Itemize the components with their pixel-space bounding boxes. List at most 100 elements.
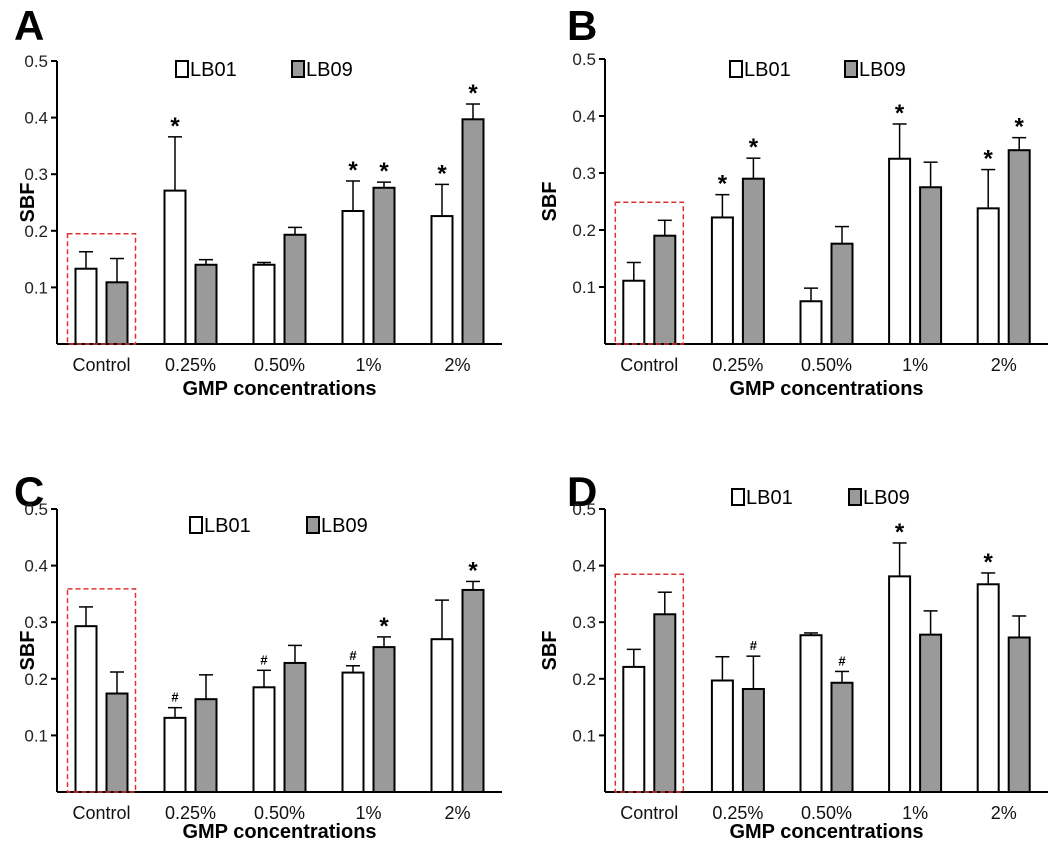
bar-lb01 [341,671,365,793]
x-category-label: 0.25% [165,803,216,823]
y-tick-label: 0.1 [572,278,596,297]
y-tick-label: 0.3 [572,164,596,183]
y-tick-label: 0.2 [24,222,48,241]
significance-hash: # [171,690,179,705]
panel-d: D 0.1 0.2 0.3 0.4 0.5 SBF GMP concentrations Con… [539,468,1048,843]
y-axis-title: SBF [539,182,561,222]
panel-letter: C [14,468,44,515]
legend-swatch-lb09 [848,488,862,506]
x-category-label: 0.50% [254,355,305,375]
significance-star: * [170,113,180,140]
significance-star: * [895,100,905,127]
bar-lb01 [163,189,187,345]
bar-lb01 [799,634,823,794]
x-category-label: 2% [444,355,470,375]
bar-lb09 [194,698,218,794]
significance-star: * [895,519,905,546]
y-tick-label: 0.3 [24,613,48,632]
y-tick-label: 0.2 [572,221,596,240]
bar-lb01 [74,267,98,345]
x-axis-title: GMP concentrations [182,378,376,400]
y-tick-label: 0.2 [24,670,48,689]
legend-swatch-lb01 [729,60,743,78]
bar-lb09 [653,234,677,345]
y-tick-label: 0.1 [24,278,48,297]
y-tick-label: 0.4 [572,557,596,576]
legend-swatch-lb01 [731,488,745,506]
legend-swatch-lb01 [189,516,203,534]
y-tick-label: 0.4 [24,557,48,576]
bar-lb09 [194,263,218,346]
significance-star: * [379,613,389,640]
x-category-label: 2% [991,355,1017,375]
x-category-label: Control [72,803,130,823]
bar-lb01 [622,279,646,346]
bar-lb01 [976,583,1000,794]
significance-hash: # [838,653,846,668]
legend-label-lb01: LB01 [744,59,791,81]
y-tick-label: 0.5 [24,500,48,519]
y-tick-label: 0.4 [24,109,48,128]
x-category-label: 1% [902,355,928,375]
significance-star: * [749,134,759,161]
control-highlight-box [614,201,685,345]
bar-lb01 [710,679,734,793]
bar-lb09 [105,281,129,345]
bar-lb09 [830,681,854,794]
legend-label-lb01: LB01 [190,59,237,81]
bar-lb09 [461,588,485,793]
legend-swatch-lb09 [844,60,858,78]
panel-letter: D [567,468,597,515]
legend-label-lb01: LB01 [204,515,251,537]
x-category-label: Control [620,355,678,375]
bar-lb09 [1007,149,1031,345]
bar-lb09 [372,186,396,345]
significance-star: * [379,158,389,185]
bar-lb01 [710,216,734,346]
bar-lb01 [888,575,912,793]
y-axis-title: SBF [539,631,561,671]
y-tick-label: 0.3 [572,613,596,632]
x-category-label: 0.25% [165,355,216,375]
control-highlight-box [66,588,137,793]
y-tick-label: 0.1 [24,726,48,745]
legend-swatch-lb01 [175,60,189,78]
significance-star: * [984,549,994,576]
y-tick-label: 0.3 [24,165,48,184]
bar-lb09 [741,177,765,345]
legend-label-lb09: LB09 [863,487,910,509]
panel-letter: B [567,2,597,49]
bar-lb09 [741,687,765,793]
significance-star: * [437,160,447,187]
bar-lb09 [372,646,396,793]
bar-lb09 [461,118,485,345]
y-axis-title: SBF [17,183,39,223]
x-category-label: 1% [355,803,381,823]
bar-lb09 [830,242,854,345]
y-tick-label: 0.5 [572,500,596,519]
panel-b: B 0.1 0.2 0.3 0.4 0.5 SBF GMP concentrations Con… [539,2,1048,400]
y-tick-label: 0.5 [572,50,596,69]
y-tick-label: 0.4 [572,107,596,126]
panel-a: A 0.1 0.2 0.3 0.4 0.5 SBF GMP concentrations Con… [14,2,502,400]
bar-lb09 [653,613,677,793]
bar-lb09 [283,661,307,794]
x-axis-title: GMP concentrations [182,821,376,843]
bar-lb09 [919,633,943,793]
bar-lb01 [252,263,276,346]
bar-lb09 [1007,636,1031,793]
bar-lb01 [430,215,454,345]
x-category-label: 1% [355,355,381,375]
bar-lb01 [622,665,646,793]
bar-lb01 [976,207,1000,345]
x-category-label: 0.25% [712,355,763,375]
bar-lb09 [283,233,307,345]
bar-lb01 [163,716,187,793]
bar-lb09 [105,692,129,793]
legend-swatch-lb09 [291,60,305,78]
x-category-label: Control [620,803,678,823]
significance-hash: # [750,638,758,653]
x-category-label: 2% [444,803,470,823]
x-category-label: 0.25% [712,803,763,823]
